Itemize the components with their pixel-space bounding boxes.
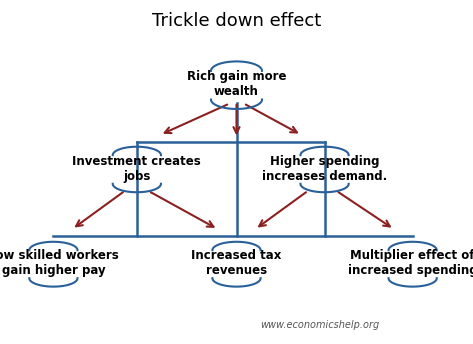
Text: Low skilled workers
gain higher pay: Low skilled workers gain higher pay [0, 249, 119, 277]
Text: Higher spending
increases demand.: Higher spending increases demand. [262, 155, 387, 183]
Text: Increased tax
revenues: Increased tax revenues [191, 249, 282, 277]
Text: Rich gain more
wealth: Rich gain more wealth [187, 71, 286, 98]
Text: Multiplier effect of
increased spending: Multiplier effect of increased spending [348, 249, 473, 277]
Text: www.economicshelp.org: www.economicshelp.org [260, 320, 379, 330]
Text: Trickle down effect: Trickle down effect [152, 12, 321, 30]
Text: Investment creates
jobs: Investment creates jobs [72, 155, 201, 183]
